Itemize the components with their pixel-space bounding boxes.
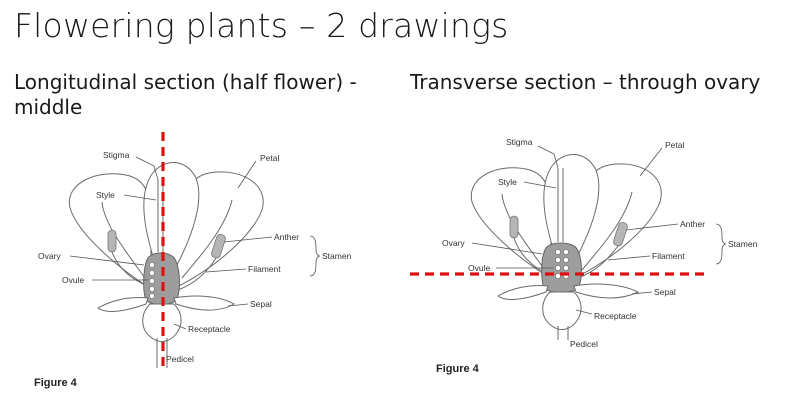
label-stamen: Stamen (322, 251, 352, 261)
stamen-brace (309, 235, 321, 277)
receptacle (542, 291, 582, 330)
ovule (555, 257, 561, 263)
style-line (557, 168, 564, 242)
pedicel (156, 338, 168, 368)
ovule (149, 286, 155, 292)
sepal-right (173, 295, 236, 311)
pedicel (557, 326, 569, 340)
label-ovule: Ovule (468, 263, 490, 273)
label-pedicel: Pedicel (166, 354, 194, 364)
stigma-leader (135, 156, 159, 181)
ovary-leader (471, 242, 543, 255)
label-ovary: Ovary (442, 238, 465, 248)
ovule (563, 257, 569, 263)
stamen-brace (715, 223, 727, 265)
longitudinal-flower-diagram: Stigma Petal Style Anther Stamen Ovary F… (34, 132, 352, 389)
ovule (555, 265, 561, 271)
stigma-leader (537, 145, 559, 169)
label-stamen: Stamen (728, 239, 758, 249)
filament-leader (205, 268, 247, 273)
style-leader (123, 194, 157, 201)
ovule (149, 278, 155, 284)
label-stigma: Stigma (103, 150, 130, 160)
label-sepal: Sepal (654, 287, 676, 297)
ovule (555, 249, 561, 255)
figure-caption: Figure 4 (34, 377, 78, 389)
receptacle-leader (575, 309, 593, 315)
sepal-leader (631, 291, 653, 295)
ovule (149, 270, 155, 276)
transverse-section-heading: Transverse section – through ovary (410, 70, 761, 94)
petal-vein-left (101, 201, 146, 279)
label-style: Style (498, 177, 517, 187)
transverse-flower-diagram: Stigma Petal Style Anther Stamen Ovary F… (410, 137, 758, 375)
label-pedicel: Pedicel (570, 339, 598, 349)
petal-vein-right (181, 199, 233, 279)
label-anther: Anther (274, 232, 299, 242)
filament-right (177, 257, 217, 291)
label-receptacle: Receptacle (594, 311, 637, 321)
figure-caption: Figure 4 (436, 363, 480, 375)
ovule (563, 249, 569, 255)
anther-right (211, 233, 226, 259)
ovule (149, 262, 155, 268)
petal-vein-right (581, 191, 633, 271)
label-ovule: Ovule (62, 275, 84, 285)
receptacle-leader (173, 323, 187, 330)
slide-title: Flowering plants – 2 drawings (14, 6, 509, 45)
anther-left (509, 215, 519, 239)
filament-right (577, 245, 619, 279)
ovule (563, 265, 569, 271)
label-petal: Petal (665, 140, 684, 150)
label-filament: Filament (652, 251, 685, 261)
receptacle (142, 303, 182, 342)
ovule (149, 293, 155, 299)
anther-left (107, 229, 117, 253)
filament-leader (607, 255, 651, 261)
label-filament: Filament (248, 264, 281, 274)
sepal-right (573, 283, 640, 299)
label-ovary: Ovary (38, 251, 61, 261)
flower-drawing (68, 162, 264, 368)
label-sepal: Sepal (250, 299, 272, 309)
sepal-left (497, 285, 549, 300)
anther-leader (223, 236, 273, 243)
ovary-leader (69, 255, 145, 266)
label-style: Style (96, 190, 115, 200)
label-receptacle: Receptacle (188, 324, 231, 334)
petal-leader (639, 147, 663, 177)
flower-drawing (470, 154, 662, 340)
anther-leader (625, 223, 679, 231)
style-leader (523, 181, 557, 189)
ovule (555, 273, 561, 279)
sepal-left (97, 297, 149, 312)
label-anther: Anther (680, 219, 705, 229)
sepal-leader (227, 303, 249, 307)
petal-leader (237, 160, 257, 189)
longitudinal-section-heading: Longitudinal section (half flower) - mid… (14, 70, 357, 119)
label-petal: Petal (260, 153, 279, 163)
anther-right (613, 221, 628, 247)
label-stigma: Stigma (506, 137, 533, 147)
